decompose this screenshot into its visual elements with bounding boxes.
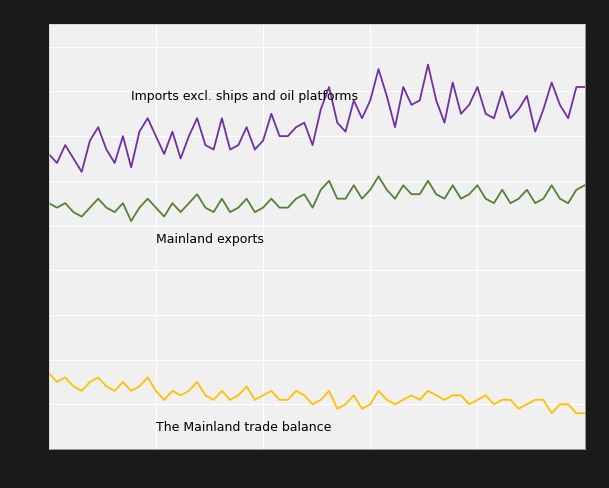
Text: The Mainland trade balance: The Mainland trade balance: [156, 421, 331, 434]
Text: Imports excl. ships and oil platforms: Imports excl. ships and oil platforms: [131, 90, 358, 103]
Text: Mainland exports: Mainland exports: [156, 233, 264, 246]
